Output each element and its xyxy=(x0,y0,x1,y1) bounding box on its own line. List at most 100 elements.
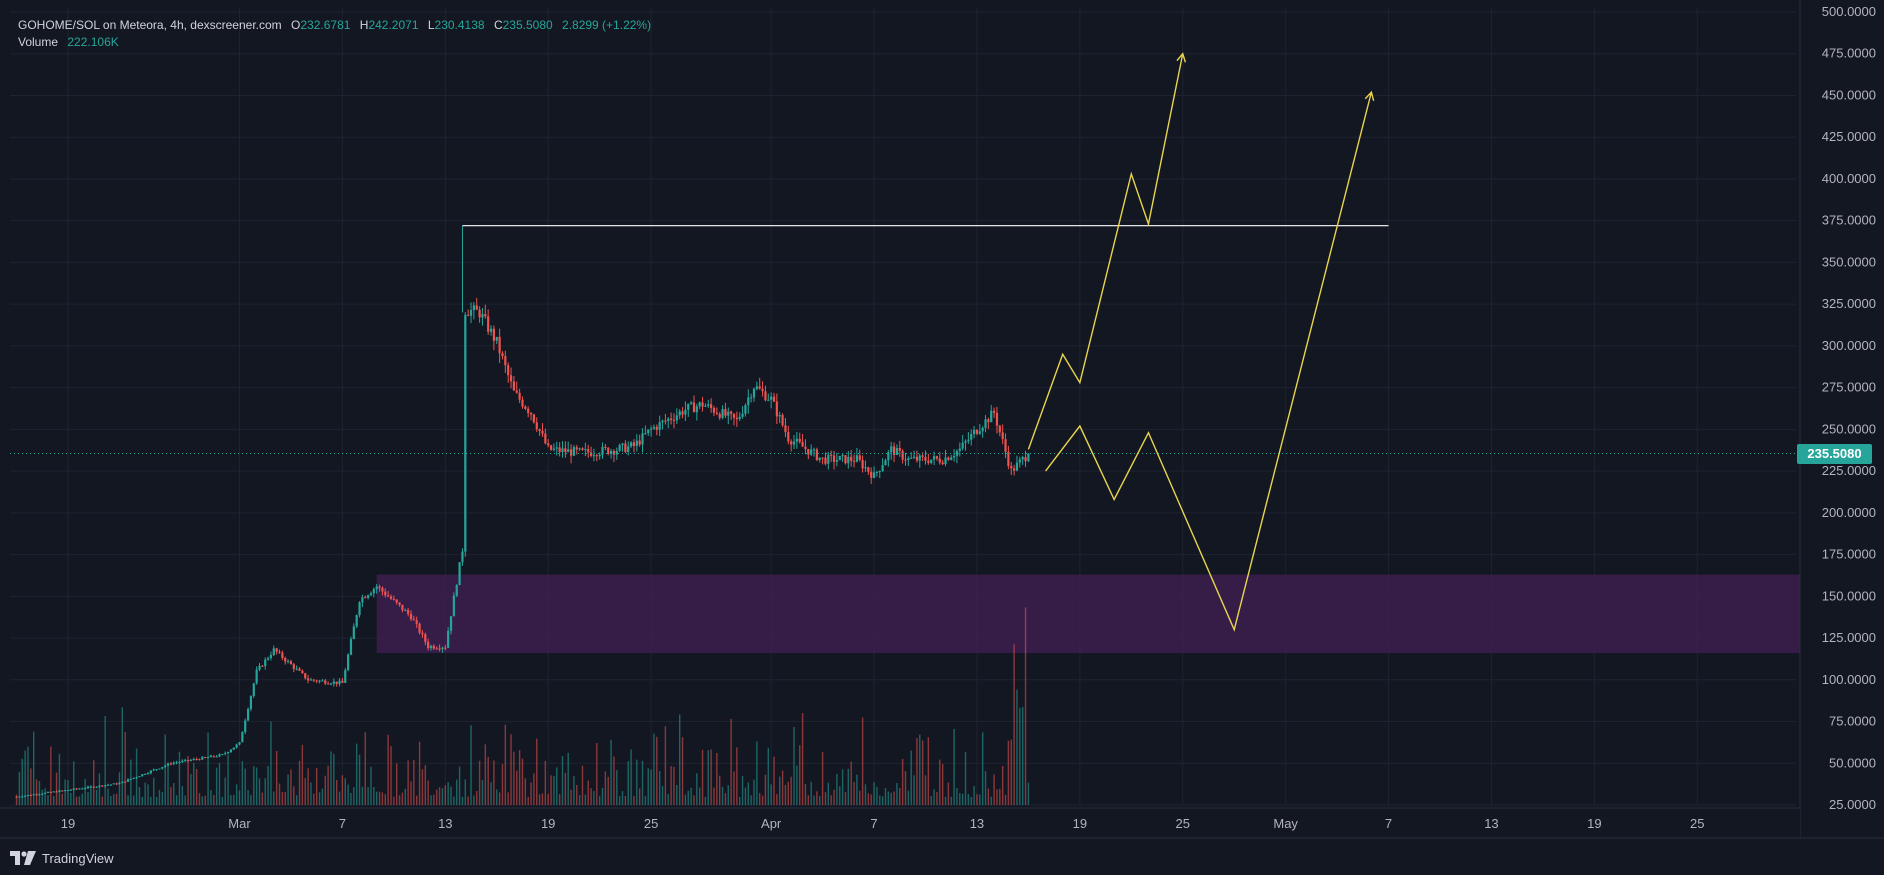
x-tick-label: Apr xyxy=(761,816,782,831)
projection-bearish-then-bullish[interactable] xyxy=(1044,91,1373,632)
candle xyxy=(567,441,570,453)
candle xyxy=(189,758,193,762)
volume-bar xyxy=(284,791,286,805)
candle xyxy=(432,644,435,650)
volume-bar xyxy=(950,796,952,805)
candle xyxy=(447,627,450,649)
volume-bar xyxy=(378,791,381,805)
projection-bullish[interactable] xyxy=(1027,53,1184,450)
candle xyxy=(215,755,218,758)
support-zone[interactable] xyxy=(376,574,1801,654)
volume-bar xyxy=(781,770,784,805)
volume-bar xyxy=(684,794,687,805)
volume-bar xyxy=(524,778,527,805)
candle xyxy=(238,741,241,746)
volume-bar xyxy=(570,789,572,805)
candle xyxy=(895,444,899,456)
volume-bar xyxy=(364,732,366,805)
volume-bar xyxy=(821,752,824,805)
candle xyxy=(655,424,658,436)
volume-bar xyxy=(87,792,89,805)
volume-bar xyxy=(101,796,103,805)
candle xyxy=(441,646,444,653)
candle xyxy=(598,452,601,460)
candle xyxy=(950,454,953,461)
candle xyxy=(1010,461,1013,475)
candle xyxy=(552,443,556,452)
symbol-title[interactable]: GOHOME/SOL on Meteora, 4h, dexscreener.c… xyxy=(18,18,282,32)
volume-bar xyxy=(1016,689,1018,805)
projection-lines[interactable] xyxy=(1027,52,1375,632)
volume-bar xyxy=(473,795,475,805)
tradingview-logo-icon xyxy=(10,851,36,865)
y-tick-label: 425.0000 xyxy=(1822,129,1876,144)
volume-bar xyxy=(653,733,655,805)
volume-bar xyxy=(370,766,372,805)
volume-bar xyxy=(596,742,598,805)
candle xyxy=(844,455,847,465)
candle xyxy=(698,401,701,410)
volume-bar xyxy=(801,713,804,805)
candle xyxy=(692,395,696,413)
candle xyxy=(661,419,664,430)
price-axis[interactable]: 500.0000 475.0000 450.0000 425.0000 400.0000… xyxy=(1799,0,1884,875)
time-axis[interactable]: 19 Mar 7 13 19 25 Apr 7 13 19 25 May 7 13 19 25 xyxy=(0,807,1884,839)
volume-bar xyxy=(824,792,827,805)
volume-bar xyxy=(581,765,584,805)
candle xyxy=(355,614,358,629)
volume-bar xyxy=(193,763,195,805)
candle xyxy=(609,448,613,459)
volume-bar xyxy=(550,775,552,805)
volume-bar xyxy=(456,779,458,805)
tradingview-brand[interactable]: TradingView xyxy=(10,848,114,868)
candle xyxy=(1018,456,1021,468)
volume-bar xyxy=(55,772,58,805)
volume-bar xyxy=(844,792,847,805)
volume-bar xyxy=(490,782,492,805)
candle xyxy=(72,788,75,791)
volume-bar xyxy=(484,744,487,805)
high-value: 242.2071 xyxy=(368,18,419,32)
candle xyxy=(172,761,175,766)
candle xyxy=(627,441,630,456)
volume-bar xyxy=(173,783,175,805)
volume-bar xyxy=(933,789,935,805)
volume-bar xyxy=(84,778,86,805)
volume-bar xyxy=(27,746,29,805)
volume-bar xyxy=(255,767,258,805)
volume-bar xyxy=(676,785,678,805)
candle xyxy=(46,791,50,793)
volume-bar xyxy=(30,768,32,805)
volume-bar xyxy=(107,788,109,805)
volume-bar xyxy=(1027,782,1030,805)
volume-bar xyxy=(830,795,832,805)
candle xyxy=(664,413,667,425)
candle xyxy=(392,595,395,601)
volume-bar xyxy=(756,741,758,805)
volume-bar xyxy=(201,796,204,805)
volume-bar xyxy=(313,793,315,805)
x-tick-label: 13 xyxy=(438,816,452,831)
candle xyxy=(218,753,221,758)
candle xyxy=(64,789,67,792)
candle xyxy=(229,748,233,754)
volume-bar xyxy=(859,790,861,805)
volume-bar xyxy=(175,795,178,805)
volume-bar xyxy=(527,796,529,805)
candle xyxy=(821,457,824,465)
candle xyxy=(730,410,733,420)
candle xyxy=(961,435,964,451)
volume-bar xyxy=(350,793,352,805)
candle xyxy=(418,622,421,635)
x-tick-label: 13 xyxy=(970,816,984,831)
volume-bar xyxy=(95,789,98,805)
candle xyxy=(152,768,155,772)
candle xyxy=(78,788,81,790)
y-tick-label: 25.0000 xyxy=(1829,797,1876,812)
volume-bar xyxy=(290,769,292,805)
volume-bar xyxy=(441,788,444,805)
x-tick-label: 7 xyxy=(870,816,877,831)
candle xyxy=(335,681,338,687)
candle xyxy=(581,447,584,451)
